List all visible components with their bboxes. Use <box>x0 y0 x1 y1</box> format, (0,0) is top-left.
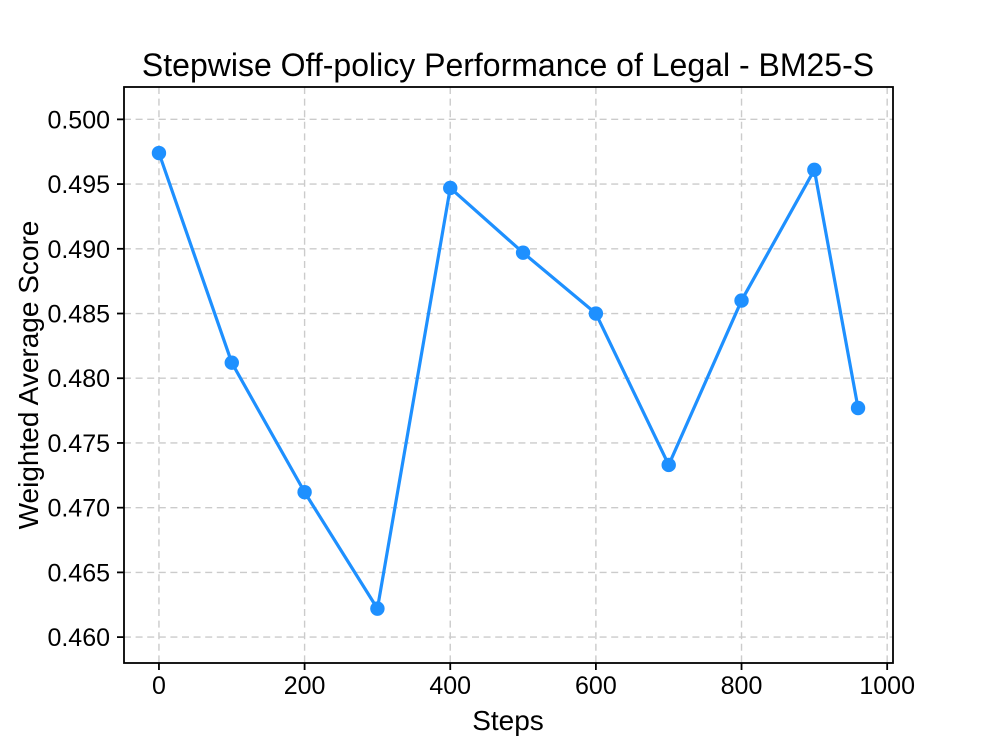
y-tick-label: 0.475 <box>47 430 110 458</box>
x-tick-label: 400 <box>429 672 471 700</box>
data-point-marker <box>734 293 749 308</box>
x-tick-label: 1000 <box>859 672 915 700</box>
y-tick-label: 0.470 <box>47 495 110 523</box>
data-point-marker <box>661 457 676 473</box>
y-tick-label: 0.465 <box>47 559 110 587</box>
y-axis-label: Weighted Average Score <box>13 221 44 530</box>
plot-frame <box>123 86 894 664</box>
y-tick-label: 0.490 <box>47 236 110 264</box>
y-tick-label: 0.480 <box>47 365 110 393</box>
data-point-marker <box>224 355 239 370</box>
data-point-marker <box>515 245 531 260</box>
data-point-marker <box>151 145 167 161</box>
x-tick-label: 800 <box>721 672 763 700</box>
data-point-marker <box>588 306 604 321</box>
x-tick-label: 0 <box>152 672 166 700</box>
data-series <box>151 145 866 616</box>
y-tick-label: 0.485 <box>47 301 110 329</box>
data-point-marker <box>807 162 822 178</box>
y-tick-label: 0.495 <box>47 171 110 199</box>
data-point-marker <box>443 180 458 196</box>
axis-ticks <box>117 118 889 670</box>
data-point-marker <box>370 601 385 616</box>
x-tick-label: 600 <box>575 672 617 700</box>
y-tick-label: 0.460 <box>47 624 110 652</box>
y-tick-label: 0.500 <box>47 106 110 134</box>
data-point-marker <box>297 484 312 500</box>
data-point-marker <box>850 400 866 416</box>
gridlines <box>124 87 893 663</box>
tick-labels: 0 200 400 600 800 1000 0.460 0.465 0.470 0.475 0.4… <box>47 106 915 700</box>
x-tick-label: 200 <box>284 672 326 700</box>
chart-title: Stepwise Off-policy Performance of Legal… <box>142 47 874 83</box>
x-axis-label: Steps <box>472 705 544 736</box>
